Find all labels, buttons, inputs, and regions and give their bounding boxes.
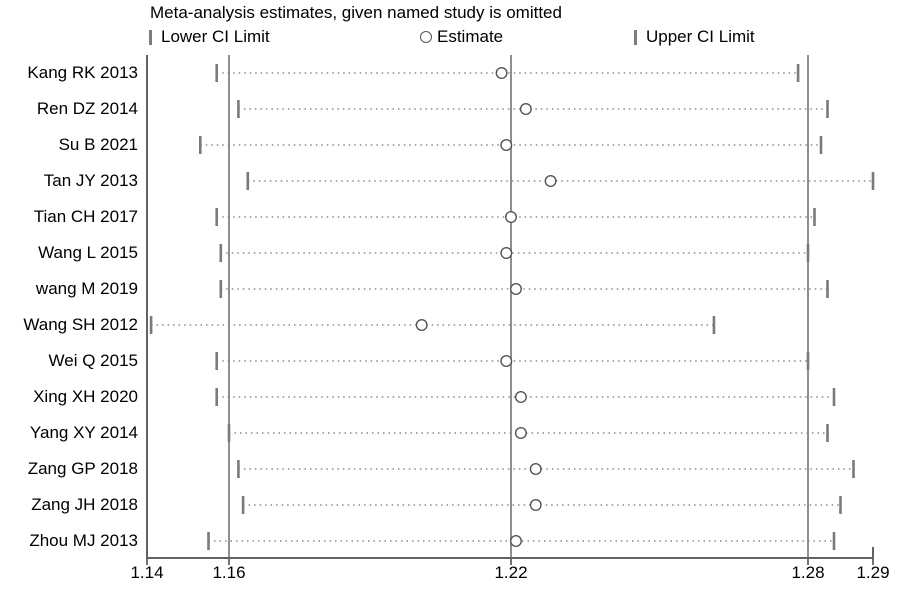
legend-upper-label: Upper CI Limit	[646, 27, 755, 46]
estimate-marker	[529, 499, 542, 512]
study-label: Wei Q 2015	[48, 351, 138, 370]
chart-title: Meta-analysis estimates, given named stu…	[150, 3, 562, 22]
estimate-marker	[519, 102, 532, 115]
study-label: Wang SH 2012	[23, 315, 138, 334]
x-tick-label: 1.16	[212, 563, 246, 582]
legend-estimate-label: Estimate	[437, 27, 504, 46]
study-label: Tian CH 2017	[33, 207, 138, 226]
estimate-marker	[500, 138, 513, 151]
estimate-marker	[509, 283, 522, 296]
study-label: Zhou MJ 2013	[29, 531, 138, 550]
study-label: Wang L 2015	[38, 243, 138, 262]
x-tick-label: 1.14	[130, 563, 164, 582]
estimate-marker	[544, 174, 557, 187]
estimate-marker	[529, 463, 542, 476]
study-label: Xing XH 2020	[33, 387, 138, 406]
x-tick-label: 1.28	[791, 563, 825, 582]
study-label: Su B 2021	[58, 135, 138, 154]
legend-upper-ci: Upper CI Limit	[634, 27, 755, 47]
estimate-marker	[509, 535, 522, 548]
study-label: Zang JH 2018	[31, 495, 138, 514]
legend-lower-label: Lower CI Limit	[161, 27, 270, 46]
estimate-marker	[500, 246, 513, 259]
estimate-circle-icon	[420, 31, 432, 43]
study-label: Tan JY 2013	[43, 171, 138, 190]
legend-estimate: Estimate	[420, 27, 503, 47]
estimate-marker	[495, 66, 508, 79]
study-label: Kang RK 2013	[27, 63, 138, 82]
study-label: Zang GP 2018	[27, 459, 138, 478]
estimate-marker	[514, 427, 527, 440]
lower-ci-tick-icon	[149, 29, 152, 45]
estimate-marker	[514, 391, 527, 404]
study-label: Yang XY 2014	[29, 423, 138, 442]
legend-lower-ci: Lower CI Limit	[149, 27, 270, 47]
estimate-marker	[415, 319, 428, 332]
estimate-marker	[500, 355, 513, 368]
upper-ci-tick-icon	[634, 29, 637, 45]
x-tick-label: 1.22	[494, 563, 528, 582]
study-label: Ren DZ 2014	[36, 99, 138, 118]
estimate-marker	[505, 210, 518, 223]
study-label: wang M 2019	[35, 279, 138, 298]
x-tick-label: 1.29	[856, 563, 890, 582]
